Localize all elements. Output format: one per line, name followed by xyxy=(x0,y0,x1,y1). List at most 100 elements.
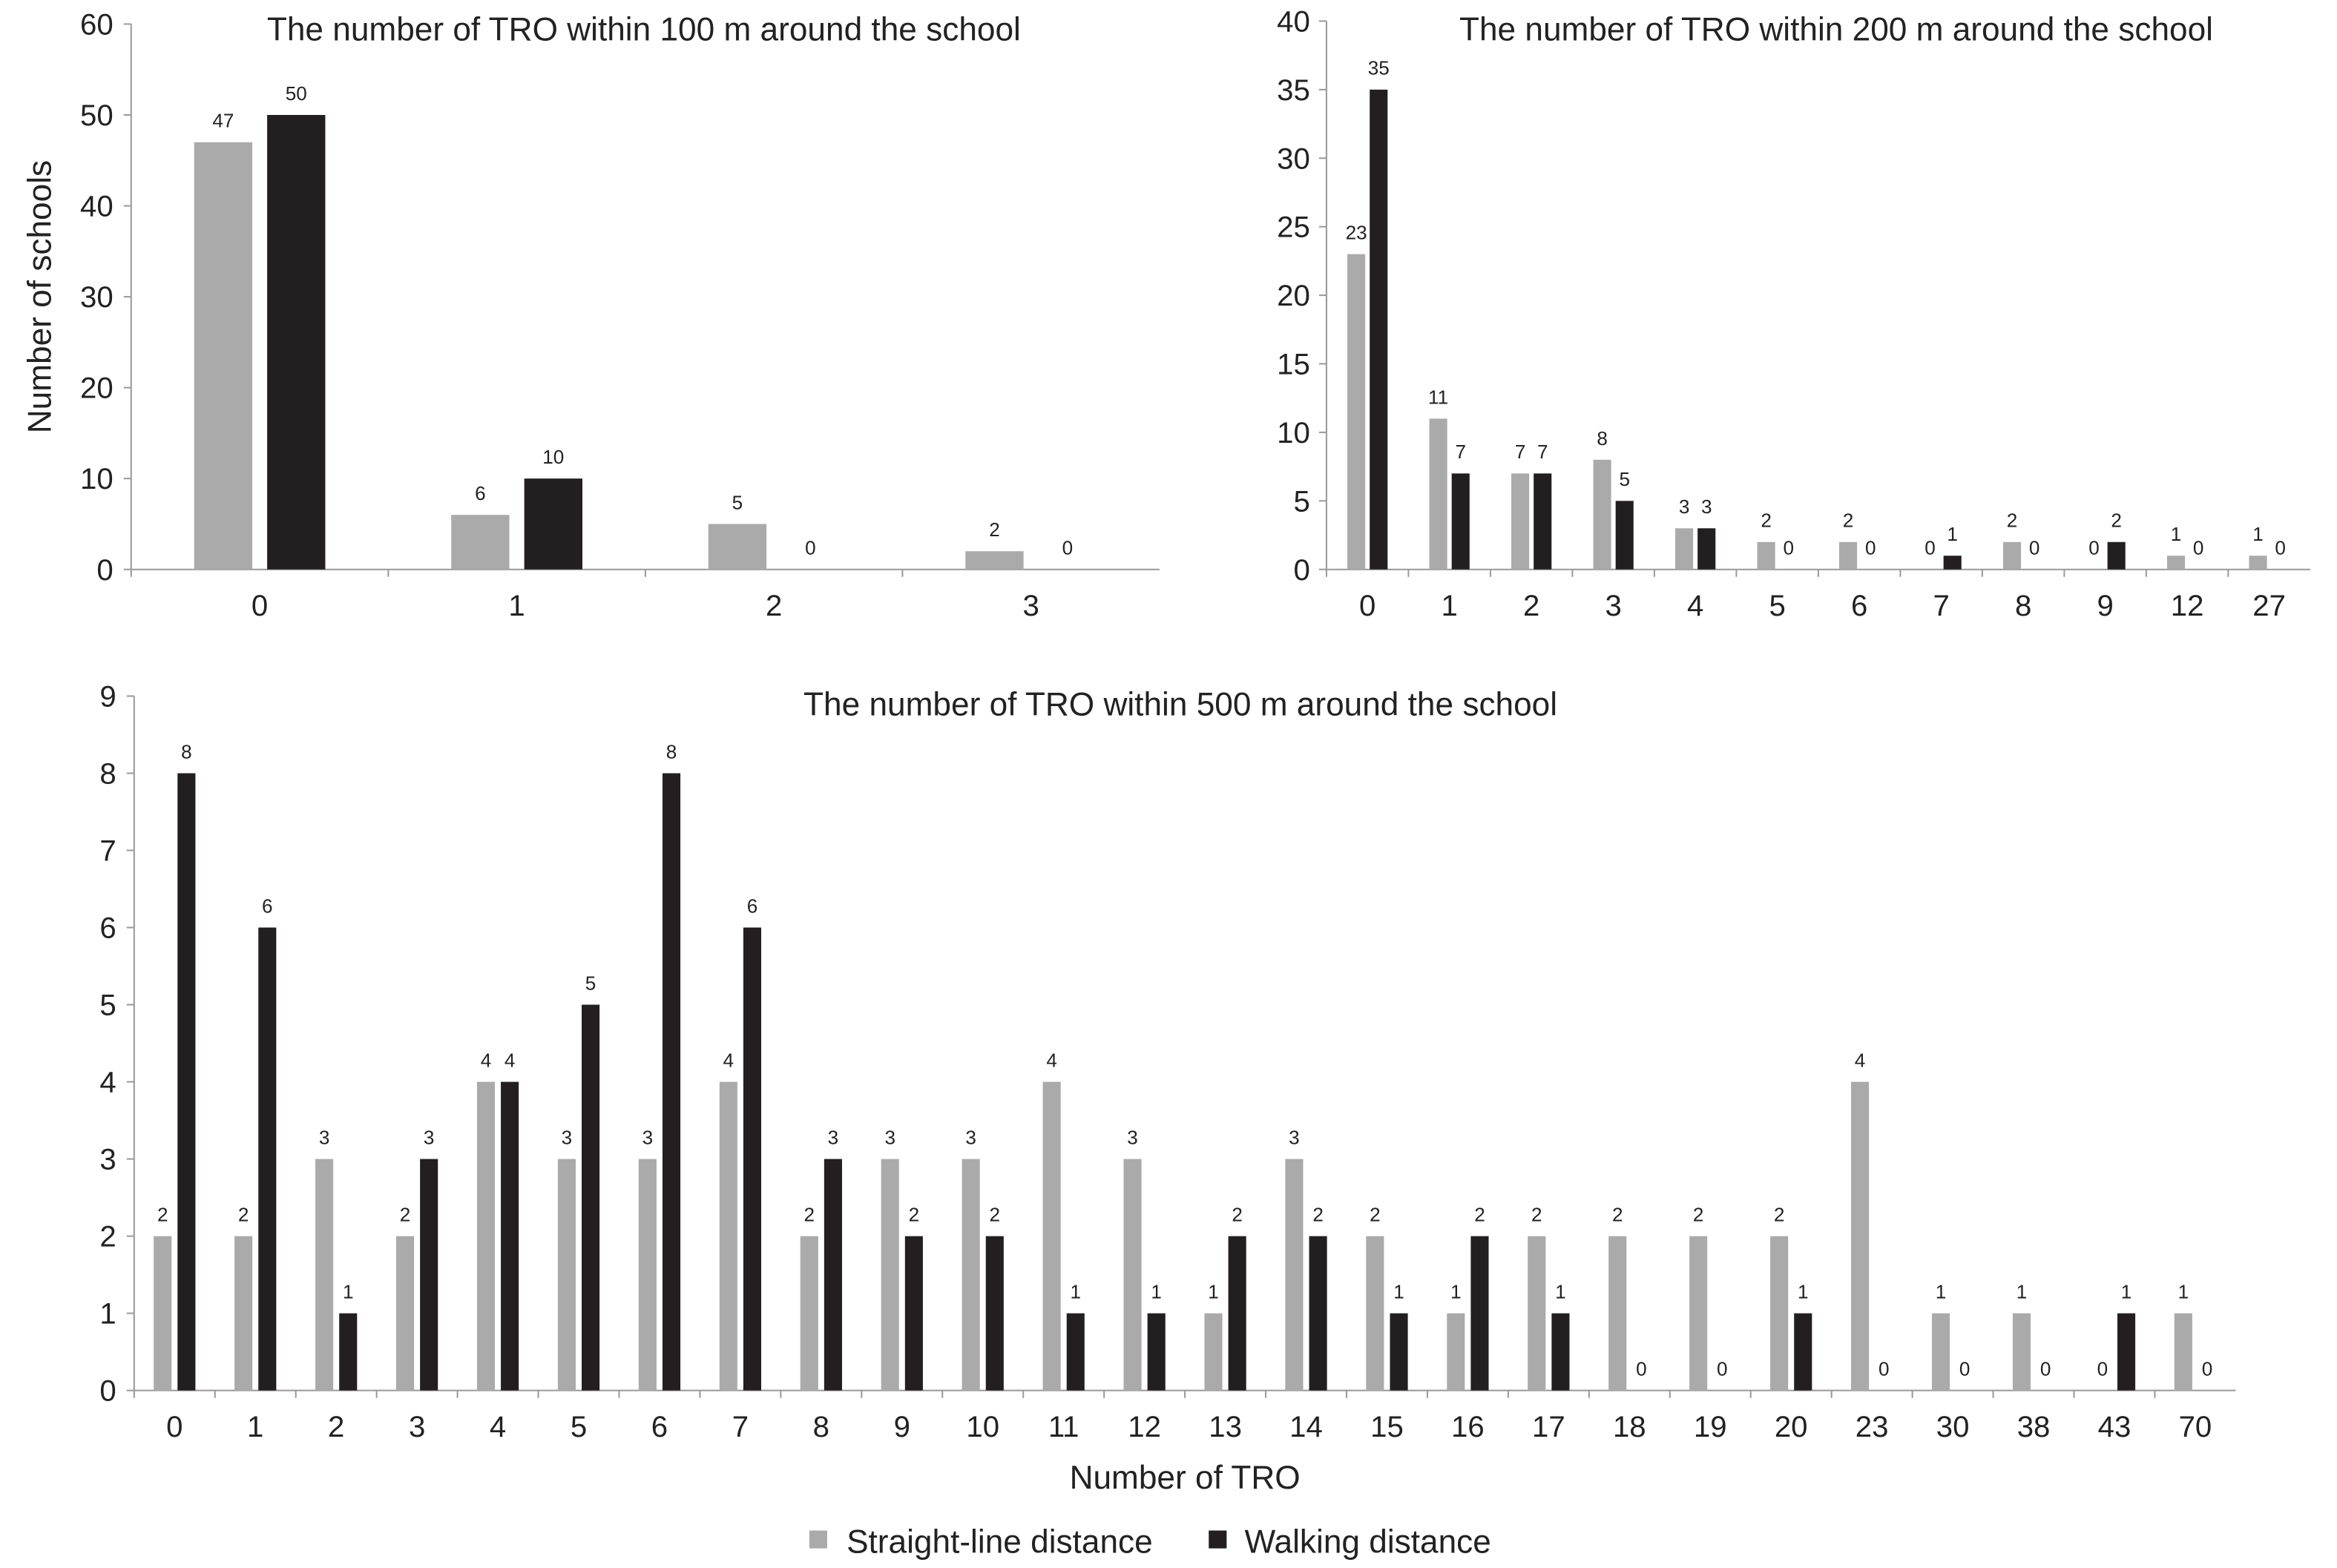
x-tick-label: 11 xyxy=(1048,1410,1079,1443)
data-label-straight: 7 xyxy=(1515,441,1526,463)
bar-straight xyxy=(1042,1081,1061,1391)
x-tick-label: 9 xyxy=(2097,589,2113,622)
data-label-straight: 3 xyxy=(965,1126,976,1148)
bar-straight xyxy=(1447,1313,1465,1391)
bar-walking xyxy=(420,1159,438,1391)
bar-walking xyxy=(1943,556,1962,570)
bar-straight xyxy=(881,1159,899,1391)
bar-straight xyxy=(1757,541,1775,570)
x-tick-label: 3 xyxy=(1605,589,1621,622)
data-label-walking: 2 xyxy=(990,1204,1001,1226)
y-tick-label: 0 xyxy=(1294,553,1310,587)
bar-walking xyxy=(258,927,277,1391)
data-label-straight: 2 xyxy=(1693,1204,1704,1226)
bar-straight xyxy=(2249,556,2267,570)
data-label-straight: 4 xyxy=(1855,1049,1866,1071)
bar-straight xyxy=(708,524,767,570)
data-label-walking: 1 xyxy=(1393,1281,1404,1303)
x-tick-label: 14 xyxy=(1289,1410,1323,1443)
x-tick-label: 6 xyxy=(1851,589,1867,622)
legend: Straight-line distance Walking distance xyxy=(809,1524,1491,1561)
bar-straight xyxy=(1528,1236,1546,1391)
data-label-straight: 1 xyxy=(1208,1281,1219,1303)
y-tick-label: 15 xyxy=(1277,348,1310,381)
x-tick-label: 19 xyxy=(1694,1410,1727,1443)
data-label-walking: 0 xyxy=(2040,1358,2051,1380)
y-tick-label: 30 xyxy=(1277,142,1310,175)
bar-straight xyxy=(1689,1236,1708,1391)
data-label-walking: 0 xyxy=(1636,1358,1647,1380)
x-tick-label: 0 xyxy=(1359,589,1375,622)
data-label-straight: 1 xyxy=(2171,523,2182,545)
data-label-walking: 2 xyxy=(909,1204,920,1226)
y-tick-label: 40 xyxy=(80,190,114,223)
y-tick-label: 3 xyxy=(99,1143,116,1176)
x-tick-label: 10 xyxy=(966,1410,999,1443)
data-label-straight: 3 xyxy=(1289,1126,1300,1148)
bar-walking xyxy=(267,114,326,570)
data-label-straight: 8 xyxy=(1597,427,1608,449)
data-label-walking: 1 xyxy=(2121,1281,2132,1303)
bar-walking xyxy=(904,1236,923,1391)
data-label-walking: 1 xyxy=(1070,1281,1081,1303)
bar-walking xyxy=(1390,1313,1408,1391)
bar-straight xyxy=(1770,1236,1789,1391)
data-label-walking: 50 xyxy=(286,82,307,105)
y-tick-label: 35 xyxy=(1277,73,1310,107)
x-tick-label: 5 xyxy=(571,1410,587,1443)
bar-straight xyxy=(1366,1236,1384,1391)
data-label-straight: 11 xyxy=(1428,386,1448,408)
y-tick-label: 25 xyxy=(1277,211,1310,244)
x-tick-label: 12 xyxy=(2171,589,2204,622)
chart-title: The number of TRO within 200 m around th… xyxy=(1459,12,2213,48)
data-label-walking: 1 xyxy=(1947,523,1958,545)
x-tick-label: 7 xyxy=(1933,589,1949,622)
y-tick-label: 0 xyxy=(96,553,113,587)
x-tick-label: 1 xyxy=(247,1410,263,1443)
data-label-straight: 2 xyxy=(1843,510,1854,532)
y-tick-label: 60 xyxy=(80,8,114,42)
bar-straight xyxy=(451,515,510,570)
data-label-straight: 6 xyxy=(475,482,486,504)
bar-walking xyxy=(1697,528,1716,570)
bar-walking xyxy=(1228,1236,1246,1391)
data-label-walking: 8 xyxy=(181,740,192,762)
data-label-straight: 47 xyxy=(212,110,234,132)
bar-walking xyxy=(1794,1313,1812,1391)
bar-straight xyxy=(476,1081,496,1391)
y-tick-label: 7 xyxy=(99,834,116,868)
data-label-walking: 0 xyxy=(1783,537,1794,559)
data-label-straight: 2 xyxy=(2007,510,2018,532)
x-tick-label: 9 xyxy=(894,1410,910,1443)
x-tick-label: 2 xyxy=(766,589,782,622)
chart-100m: The number of TRO within 100 m around th… xyxy=(22,8,1160,622)
data-label-straight: 3 xyxy=(1679,495,1690,518)
bar-walking xyxy=(1534,473,1552,570)
data-label-straight: 2 xyxy=(400,1204,411,1226)
bar-walking xyxy=(1147,1313,1166,1391)
bar-straight xyxy=(395,1236,415,1391)
bar-straight xyxy=(1511,473,1530,570)
data-label-walking: 2 xyxy=(1474,1204,1485,1226)
bar-straight xyxy=(2003,541,2022,570)
data-label-straight: 2 xyxy=(1774,1204,1785,1226)
data-label-walking: 2 xyxy=(2111,510,2122,532)
y-tick-label: 9 xyxy=(99,680,116,714)
x-tick-label: 17 xyxy=(1532,1410,1565,1443)
y-tick-label: 20 xyxy=(1277,279,1310,312)
y-tick-label: 20 xyxy=(80,372,114,405)
bar-straight xyxy=(1593,459,1611,570)
x-tick-label: 23 xyxy=(1856,1410,1889,1443)
bar-walking xyxy=(177,773,196,1391)
data-label-walking: 1 xyxy=(1151,1281,1162,1303)
data-label-straight: 2 xyxy=(1370,1204,1381,1226)
data-label-walking: 4 xyxy=(504,1049,516,1071)
data-label-walking: 35 xyxy=(1368,57,1390,79)
y-axis-label: Number of schools xyxy=(22,160,58,433)
data-label-straight: 1 xyxy=(1450,1281,1462,1303)
x-tick-label: 2 xyxy=(1523,589,1539,622)
data-label-straight: 3 xyxy=(642,1126,654,1148)
x-tick-label: 5 xyxy=(1769,589,1785,622)
y-tick-label: 8 xyxy=(99,757,116,791)
x-tick-label: 38 xyxy=(2017,1410,2051,1443)
